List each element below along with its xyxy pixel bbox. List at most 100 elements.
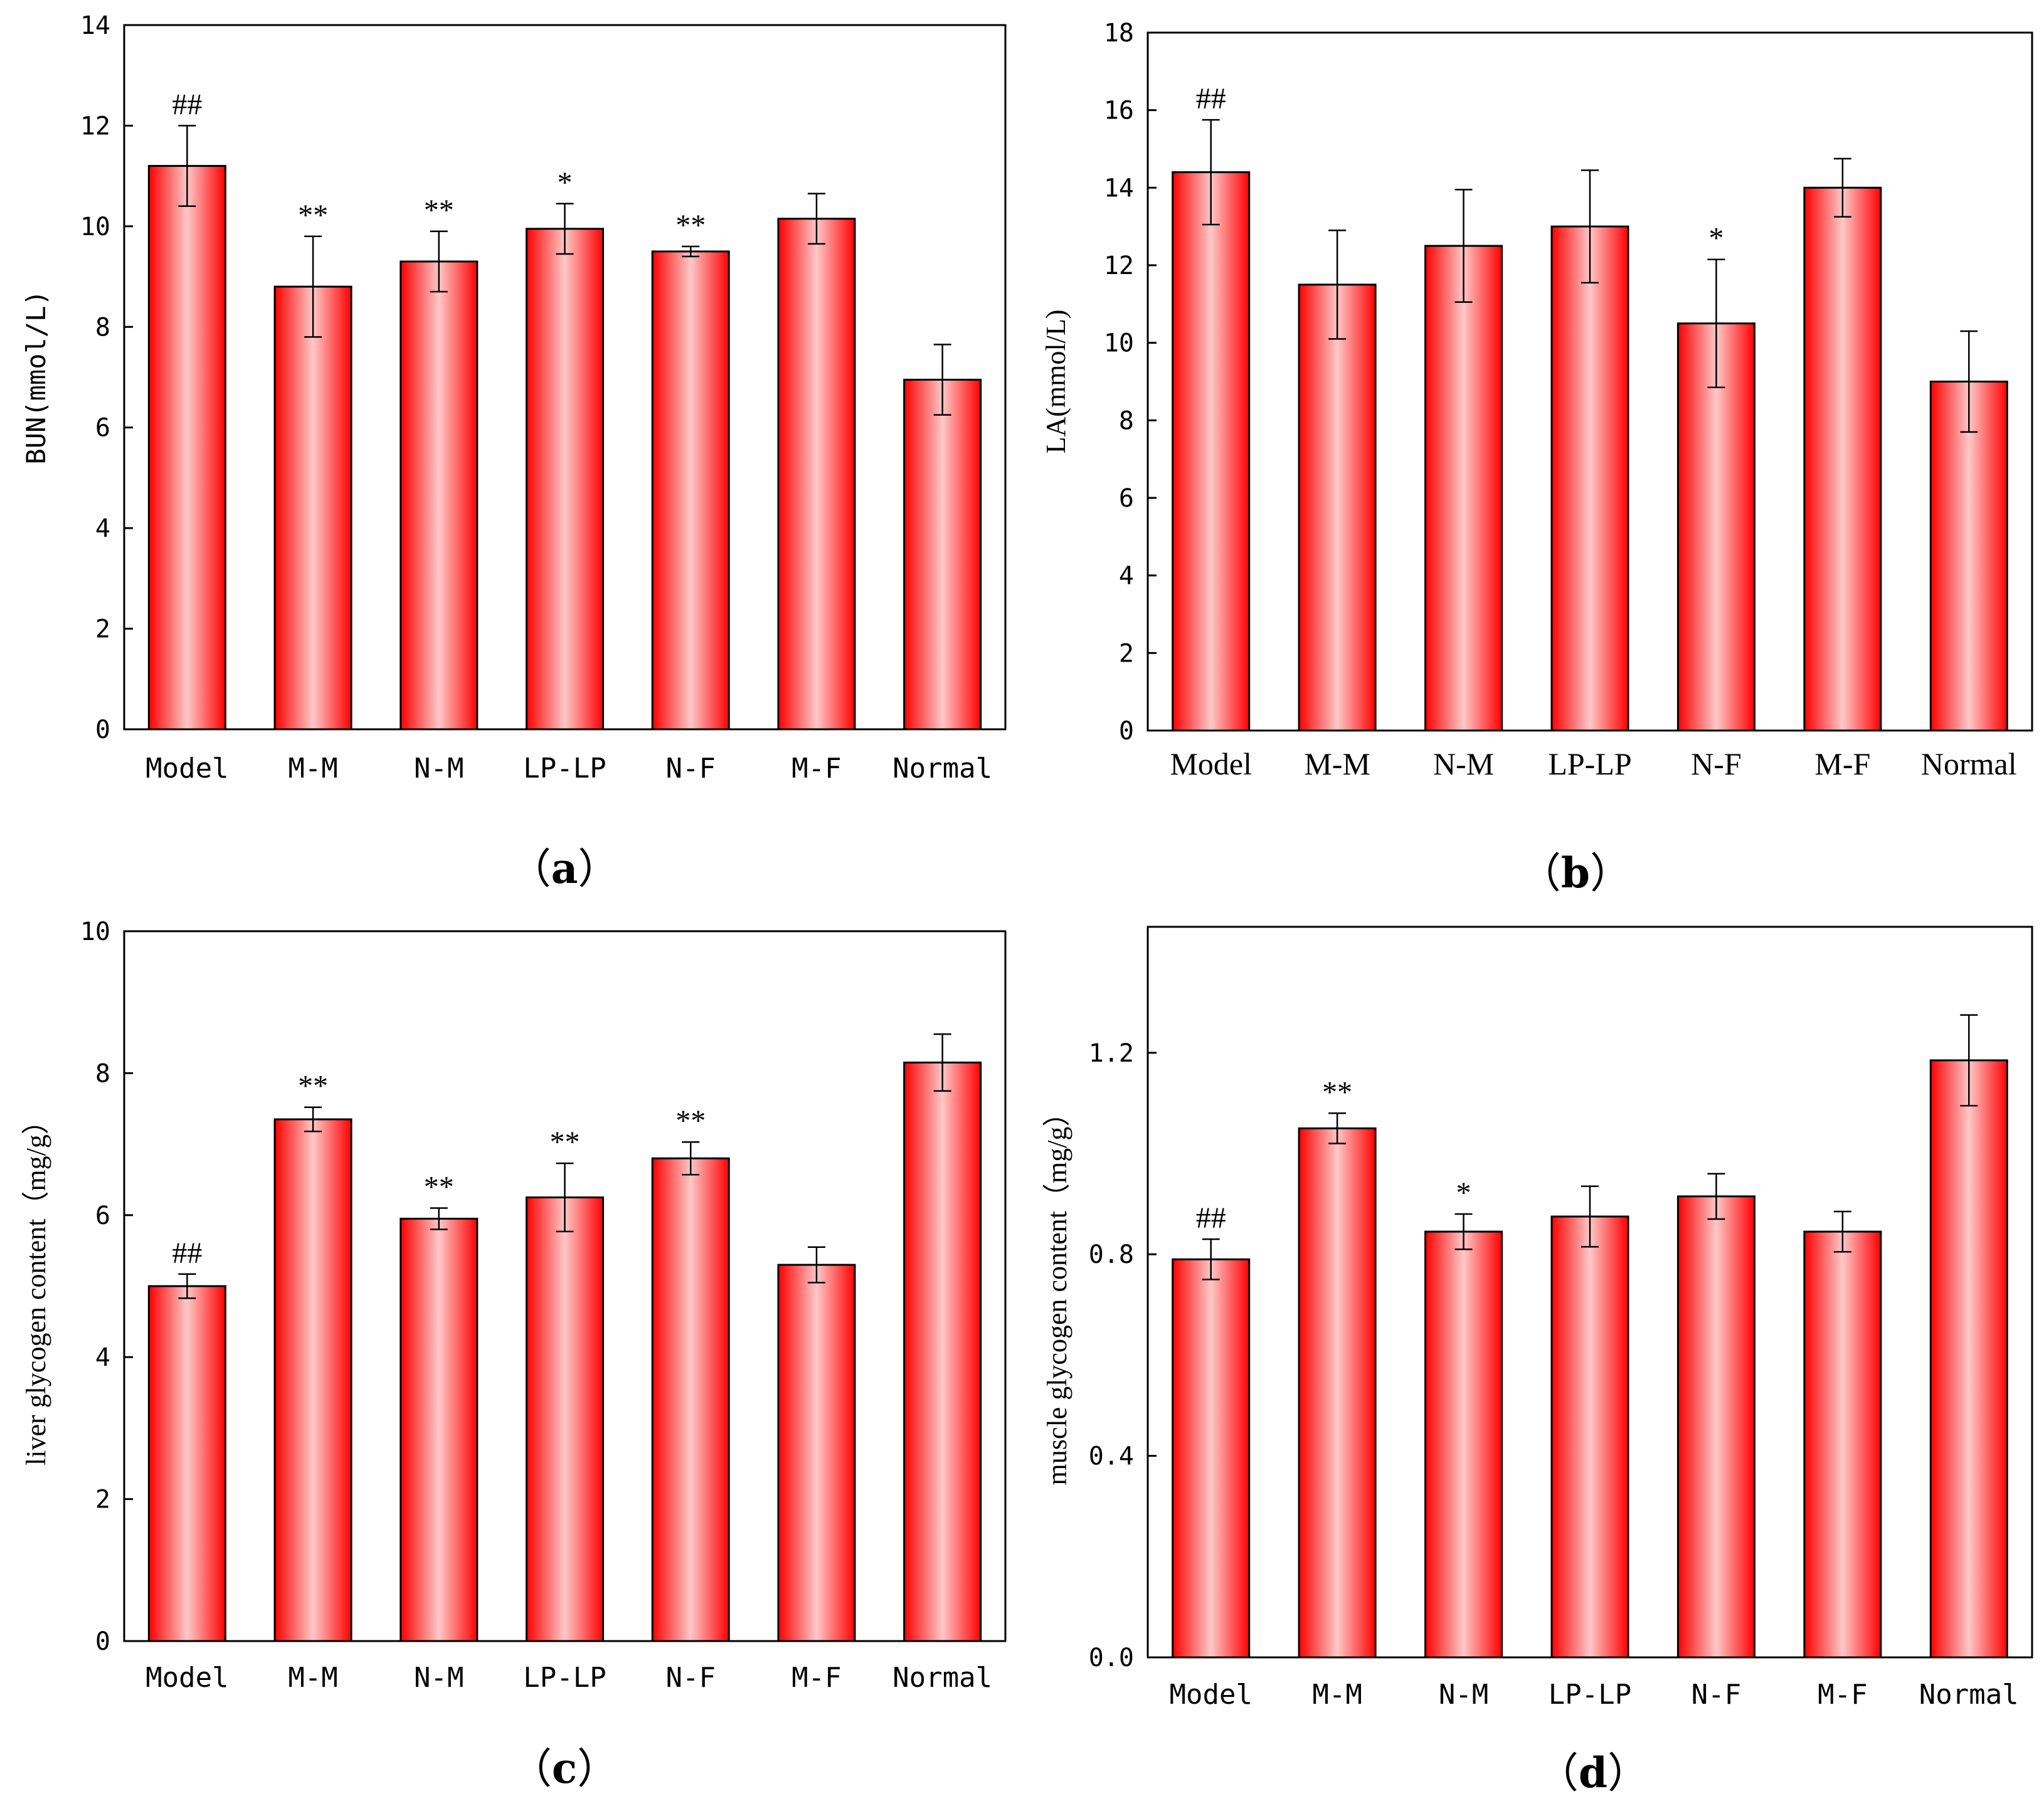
bar [777, 218, 856, 731]
x-tick-label: M-M [1312, 1679, 1362, 1711]
y-tick-label: 14 [80, 11, 110, 40]
significance-marker: * [1456, 1176, 1471, 1210]
significance-marker: ** [675, 209, 706, 242]
bar [1550, 1215, 1629, 1659]
significance-marker: ** [1322, 1075, 1352, 1109]
x-tick-label: Model [1170, 746, 1252, 781]
bar [147, 165, 226, 731]
panel-label-a: （a） [510, 844, 620, 893]
y-tick-label: 12 [80, 112, 110, 140]
y-tick-label: 4 [95, 1343, 110, 1372]
x-tick-label: N-F [665, 752, 715, 784]
x-tick-label: LP-LP [1549, 1679, 1631, 1711]
bar [777, 1264, 856, 1642]
significance-marker: * [1708, 222, 1724, 255]
x-tick-label: M-F [1814, 746, 1870, 781]
x-tick-label: N-M [1433, 746, 1494, 781]
chart-panel-a: 0 2 4 6 8 10 12 14 BUN(mmol/L) ## Model ** M-M ** N-M *… [21, 11, 1007, 784]
significance-marker: ** [424, 194, 454, 227]
y-tick-label: 0.8 [1089, 1240, 1134, 1269]
significance-marker: ## [172, 1237, 202, 1270]
significance-marker: ** [298, 1070, 328, 1103]
y-tick-label: 16 [1104, 97, 1134, 125]
y-tick-label: 14 [1104, 174, 1134, 203]
bar [147, 1285, 226, 1642]
x-tick-label: N-M [414, 752, 463, 784]
y-tick-label: 1.2 [1089, 1039, 1134, 1068]
bar [1298, 283, 1377, 732]
y-tick-label: 10 [80, 917, 110, 946]
y-axis-label: muscle glycogen content（mg/g） [1042, 1099, 1072, 1486]
bar [1424, 245, 1503, 732]
x-tick-label: LP-LP [523, 1662, 606, 1694]
y-tick-label: 4 [1119, 562, 1134, 591]
bar [400, 1217, 479, 1642]
chart-panel-b: 0 2 4 6 8 10 12 14 16 18 LA(mmol/L) ## Model M-M N-M LP… [1041, 19, 2033, 781]
significance-marker: ## [1196, 1201, 1226, 1235]
x-tick-label: Model [146, 752, 228, 784]
panel-label-b: （b） [1520, 848, 1631, 897]
bar [1424, 1230, 1503, 1659]
bar [1676, 322, 1755, 732]
y-tick-label: 2 [95, 1486, 110, 1514]
y-tick-label: 8 [1119, 406, 1134, 435]
panel-label-c: （c） [511, 1744, 618, 1793]
x-tick-label: N-F [1691, 746, 1742, 781]
bar [526, 228, 604, 731]
x-tick-label: Normal [1921, 746, 2017, 781]
bar [1929, 1059, 2008, 1659]
y-axis-label: liver glycogen content（mg/g） [21, 1107, 51, 1465]
x-tick-label: M-M [288, 752, 337, 784]
panel-label-d: （d） [1537, 1748, 1649, 1797]
bar [903, 1061, 982, 1642]
chart-panel-c: 0 2 4 6 8 10 liver glycogen content（mg/g） ## Mod… [21, 917, 1007, 1694]
significance-marker: ** [675, 1104, 706, 1138]
significance-marker: * [558, 166, 573, 199]
x-tick-label: Model [146, 1662, 228, 1694]
bar [903, 379, 982, 731]
chart-panel-d: 0.0 0.4 0.8 1.2 muscle glycogen content（mg/g… [1042, 926, 2033, 1711]
y-tick-label: 0.0 [1089, 1644, 1134, 1672]
significance-marker: ## [1196, 82, 1226, 115]
y-axis-label: BUN(mmol/L) [21, 290, 51, 464]
x-tick-label: Normal [892, 752, 992, 784]
y-axis-label: LA(mmol/L) [1041, 310, 1071, 454]
bar [651, 1157, 730, 1642]
bar [1803, 186, 1882, 732]
y-tick-label: 6 [95, 1201, 110, 1230]
y-tick-label: 0 [1119, 717, 1134, 746]
bar [1298, 1127, 1377, 1659]
y-tick-label: 12 [1104, 251, 1134, 280]
x-tick-label: N-M [1439, 1679, 1488, 1711]
bar [273, 285, 352, 731]
x-tick-label: LP-LP [1548, 746, 1631, 781]
x-tick-label: Model [1169, 1679, 1252, 1711]
x-tick-label: Normal [892, 1662, 992, 1694]
y-tick-label: 2 [95, 615, 110, 644]
bar [1803, 1230, 1882, 1659]
x-tick-label: M-F [1818, 1679, 1867, 1711]
y-tick-label: 10 [1104, 329, 1134, 358]
x-tick-label: Normal [1919, 1679, 2019, 1711]
y-tick-label: 8 [95, 313, 110, 342]
bar [1676, 1195, 1755, 1659]
significance-marker: ** [424, 1170, 454, 1203]
x-tick-label: M-F [792, 1662, 841, 1694]
bar [1172, 1258, 1251, 1659]
y-tick-label: 0.4 [1089, 1442, 1134, 1471]
y-tick-label: 6 [95, 414, 110, 443]
significance-marker: ** [550, 1126, 580, 1159]
bar [1550, 225, 1629, 732]
bar [1172, 171, 1251, 732]
y-tick-label: 0 [95, 715, 110, 744]
x-tick-label: M-F [792, 752, 841, 784]
x-tick-label: M-M [288, 1662, 337, 1694]
bar [526, 1196, 604, 1642]
x-tick-label: N-F [1692, 1679, 1741, 1711]
x-tick-label: N-F [665, 1662, 715, 1694]
x-tick-label: N-M [414, 1662, 463, 1694]
bar [651, 250, 730, 731]
y-tick-label: 18 [1104, 19, 1134, 48]
bar [273, 1118, 352, 1642]
